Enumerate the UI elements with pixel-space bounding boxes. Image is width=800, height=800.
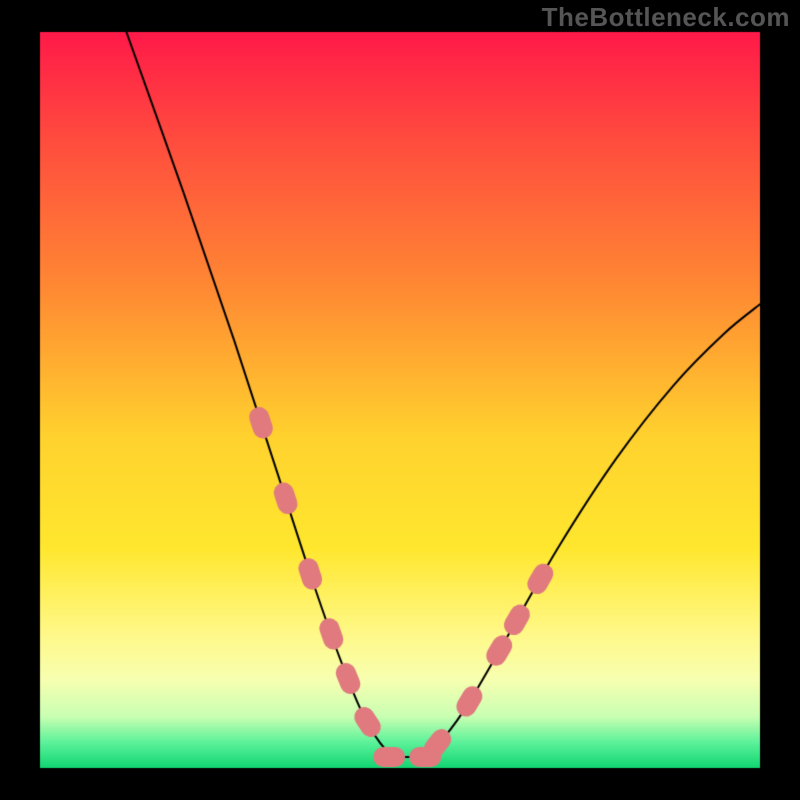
bottleneck-chart-canvas xyxy=(0,0,800,800)
chart-container: TheBottleneck.com xyxy=(0,0,800,800)
watermark-text: TheBottleneck.com xyxy=(542,2,790,33)
